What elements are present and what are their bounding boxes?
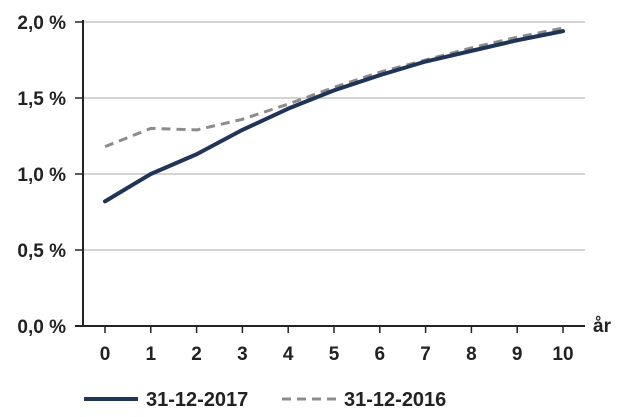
x-tick-label: 9 — [512, 344, 523, 365]
y-tick-label: 1,5 % — [17, 89, 66, 110]
x-tick-label: 0 — [100, 344, 111, 365]
y-axis-ticks: 0,0 % 0,5 % 1,0 % 1,5 % 2,0 % — [17, 13, 83, 338]
x-tick-label: 1 — [146, 344, 157, 365]
x-tick-label: 4 — [283, 344, 294, 365]
x-tick-label: 10 — [552, 344, 573, 365]
x-tick-label: 2 — [191, 344, 202, 365]
x-tick-label: 3 — [237, 344, 248, 365]
series-lines — [103, 26, 565, 204]
legend: 31-12-2017 31-12-2016 — [84, 389, 446, 411]
y-tick-label: 2,0 % — [17, 13, 66, 34]
axes — [75, 20, 585, 327]
y-tick-label: 0,0 % — [17, 317, 66, 338]
x-tick-label: 5 — [329, 344, 340, 365]
x-tick-label: 6 — [375, 344, 386, 365]
x-axis-ticks: 0 1 2 3 4 5 6 7 8 9 10 — [100, 326, 574, 365]
series-line-31-12-2016 — [104, 26, 564, 149]
y-tick-label: 1,0 % — [17, 165, 66, 186]
x-tick-label: 7 — [420, 344, 431, 365]
x-tick-label: 8 — [466, 344, 477, 365]
legend-label: 31-12-2016 — [344, 389, 446, 411]
series-line-31-12-2017 — [103, 29, 565, 204]
legend-label: 31-12-2017 — [146, 389, 248, 411]
grid-lines — [83, 21, 585, 251]
x-axis-label: år — [593, 316, 612, 337]
y-tick-label: 0,5 % — [17, 241, 66, 262]
